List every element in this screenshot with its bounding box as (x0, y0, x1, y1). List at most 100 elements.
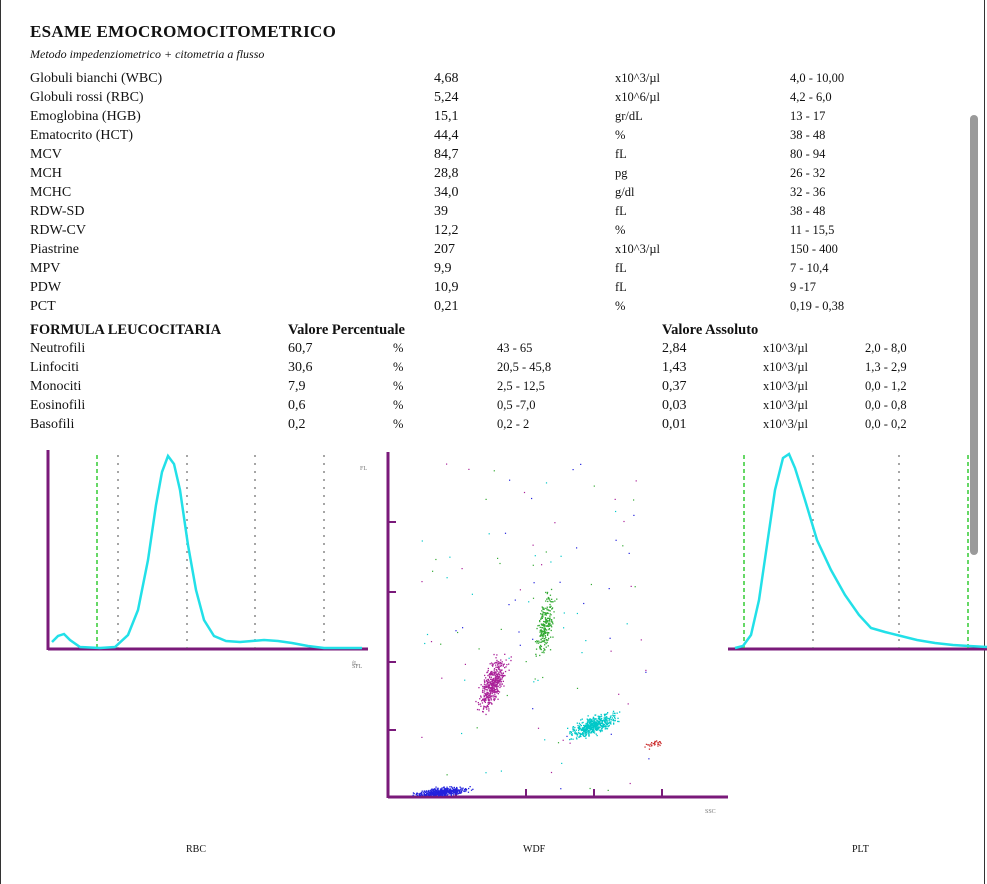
absolute-unit: x10^3/µl (763, 360, 809, 374)
percent-value: 0,2 (288, 417, 306, 432)
formula-row: Neutrofili 60,7% 43 - 65 2,84 x10^3/µl 2,0 - … (0, 341, 987, 359)
left-border (0, 0, 1, 884)
scattered-events (421, 463, 650, 791)
cell-type-name: Neutrofili (30, 341, 86, 356)
test-value: 15,1 (434, 109, 459, 124)
rbc-histogram: fL (46, 450, 368, 667)
test-name: PCT (30, 299, 56, 314)
test-unit: x10^6/µl (615, 90, 661, 104)
test-unit: % (615, 299, 626, 313)
test-value: 12,2 (434, 223, 459, 238)
cbc-row: Ematocrito (HCT) 44,4% 38 - 48 (0, 128, 987, 146)
test-unit: fL (615, 204, 627, 218)
rbc-axis-label: fL (352, 660, 358, 667)
cell-type-name: Linfociti (30, 360, 79, 375)
formula-row: Monociti 7,9% 2,5 - 12,5 0,37 x10^3/µl 0,0 - … (0, 379, 987, 397)
test-value: 39 (434, 204, 448, 219)
absolute-value: 1,43 (662, 360, 687, 375)
test-reference-range: 13 - 17 (790, 109, 826, 123)
test-unit: % (615, 128, 626, 142)
percent-value: 0,6 (288, 398, 306, 413)
vertical-scrollbar[interactable] (970, 115, 978, 555)
percent-reference-range: 2,5 - 12,5 (497, 379, 545, 393)
test-value: 84,7 (434, 147, 459, 162)
plt-caption: PLT (852, 844, 869, 855)
absolute-value: 0,03 (662, 398, 687, 413)
monocyte-cluster (475, 653, 512, 716)
test-reference-range: 4,0 - 10,00 (790, 71, 845, 85)
percent-reference-range: 43 - 65 (497, 341, 533, 355)
plt-curve (734, 452, 987, 650)
absolute-reference-range: 2,0 - 8,0 (865, 341, 907, 355)
cell-type-name: Basofili (30, 417, 75, 432)
test-reference-range: 38 - 48 (790, 204, 826, 218)
formula-header-row: FORMULA LEUCOCITARIA Valore Percentuale … (0, 322, 987, 340)
percent-unit: % (393, 417, 404, 431)
rbc-curve (51, 453, 362, 650)
percent-value: 60,7 (288, 341, 313, 356)
test-value: 0,21 (434, 299, 459, 314)
cell-type-name: Monociti (30, 379, 82, 394)
formula-row: Basofili 0,2% 0,2 - 2 0,01 x10^3/µl 0,0 - 0,2 (0, 417, 987, 435)
percent-reference-range: 0,5 -7,0 (497, 398, 536, 412)
percent-unit: % (393, 341, 404, 355)
percent-reference-range: 0,2 - 2 (497, 417, 530, 431)
test-reference-range: 150 - 400 (790, 242, 838, 256)
test-reference-range: 4,2 - 6,0 (790, 90, 832, 104)
wdf-y-axis-label: FL (360, 466, 367, 472)
cbc-row: Emoglobina (HGB) 15,1 gr/dL 13 - 17 (0, 109, 987, 127)
percent-value: 7,9 (288, 379, 306, 394)
cbc-row: MPV 9,9 fL 7 - 10,4 (0, 261, 987, 279)
test-reference-range: 32 - 36 (790, 185, 826, 199)
test-unit: fL (615, 280, 627, 294)
eosinophil-like-cluster (534, 588, 558, 657)
percent-unit: % (393, 398, 404, 412)
test-name: Emoglobina (HGB) (30, 109, 141, 124)
cbc-row: Globuli bianchi (WBC) 4,68 x10^3/µl 4,0 - 1… (0, 71, 987, 89)
cbc-row: RDW-SD 39 fL 38 - 48 (0, 204, 987, 222)
absolute-reference-range: 0,0 - 1,2 (865, 379, 907, 393)
percent-value: 30,6 (288, 360, 313, 375)
test-unit: fL (615, 147, 627, 161)
test-unit: gr/dL (615, 109, 643, 123)
formula-heading: FORMULA LEUCOCITARIA (30, 322, 222, 338)
percent-heading: Valore Percentuale (288, 322, 405, 338)
test-name: Globuli bianchi (WBC) (30, 71, 163, 86)
rbc-caption: RBC (186, 844, 207, 855)
test-unit: x10^3/µl (615, 71, 661, 85)
test-unit: g/dl (615, 185, 635, 199)
report-subtitle: Metodo impedenziometrico + citometria a … (30, 47, 265, 61)
wdf-caption: WDF (523, 844, 546, 855)
test-value: 34,0 (434, 185, 459, 200)
test-value: 5,24 (434, 90, 459, 105)
test-unit: fL (615, 261, 627, 275)
cbc-row: Piastrine 207 x10^3/µl 150 - 400 (0, 242, 987, 260)
test-unit: x10^3/µl (615, 242, 661, 256)
absolute-unit: x10^3/µl (763, 398, 809, 412)
test-unit: % (615, 223, 626, 237)
formula-row: Eosinofili 0,6% 0,5 -7,0 0,03 x10^3/µl 0,0 - … (0, 398, 987, 416)
test-reference-range: 9 -17 (790, 280, 817, 294)
cell-type-name: Eosinofili (30, 398, 86, 413)
test-name: RDW-SD (30, 204, 85, 219)
test-reference-range: 0,19 - 0,38 (790, 299, 845, 313)
neutrophil-cluster (567, 710, 621, 741)
cbc-row: Globuli rossi (RBC) 5,24 x10^6/µl 4,2 - 6,0 (0, 90, 987, 108)
test-name: MCH (30, 166, 62, 181)
test-name: Piastrine (30, 242, 79, 257)
formula-row: Linfociti 30,6% 20,5 - 45,8 1,43 x10^3/µl 1,3… (0, 360, 987, 378)
test-unit: pg (615, 166, 628, 180)
wdf-cell-clusters (412, 463, 662, 797)
right-border (984, 0, 985, 884)
test-reference-range: 11 - 15,5 (790, 223, 835, 237)
report-title: ESAME EMOCROMOCITOMETRICO (30, 22, 337, 41)
lymphocyte-cluster (412, 786, 474, 797)
test-value: 207 (434, 242, 455, 257)
cbc-row: MCV 84,7 fL 80 - 94 (0, 147, 987, 165)
percent-unit: % (393, 360, 404, 374)
test-value: 28,8 (434, 166, 459, 181)
absolute-reference-range: 0,0 - 0,8 (865, 398, 907, 412)
absolute-value: 0,37 (662, 379, 687, 394)
cbc-row: RDW-CV 12,2% 11 - 15,5 (0, 223, 987, 241)
absolute-unit: x10^3/µl (763, 417, 809, 431)
